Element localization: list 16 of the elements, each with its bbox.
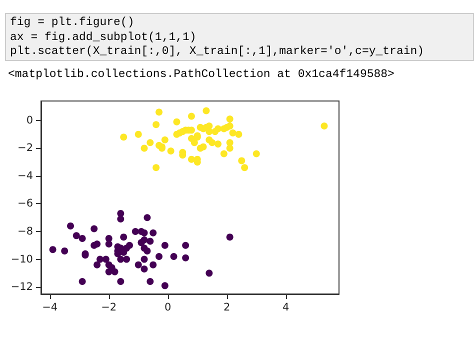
y-tick-label: −2 [18,142,33,154]
text: ax = fig.add_subplot(1,1,1) [10,30,198,45]
x-tick-label: 0 [164,302,172,314]
y-tick-label: −12 [10,281,33,294]
y-tick-label: −4 [18,170,34,182]
text: fig = plt.figure() [10,16,136,30]
x-tick-label: 4 [282,302,290,314]
y-tick-label: −10 [10,253,33,266]
text: <matplotlib.collections.PathCollection at 0x1ca4f149588> [8,68,394,81]
x-tick-label: −2 [101,302,117,314]
y-tick-label: −6 [18,198,34,210]
y-tick-label: 0 [26,114,33,126]
text: plt.scatter(X_train[:,0], X_train[:,1],marker='o',c=y_train) [10,45,426,60]
y-tick-label: −8 [18,226,33,238]
x-tick-label: 2 [224,302,230,314]
x-tick-label: −4 [42,302,58,314]
